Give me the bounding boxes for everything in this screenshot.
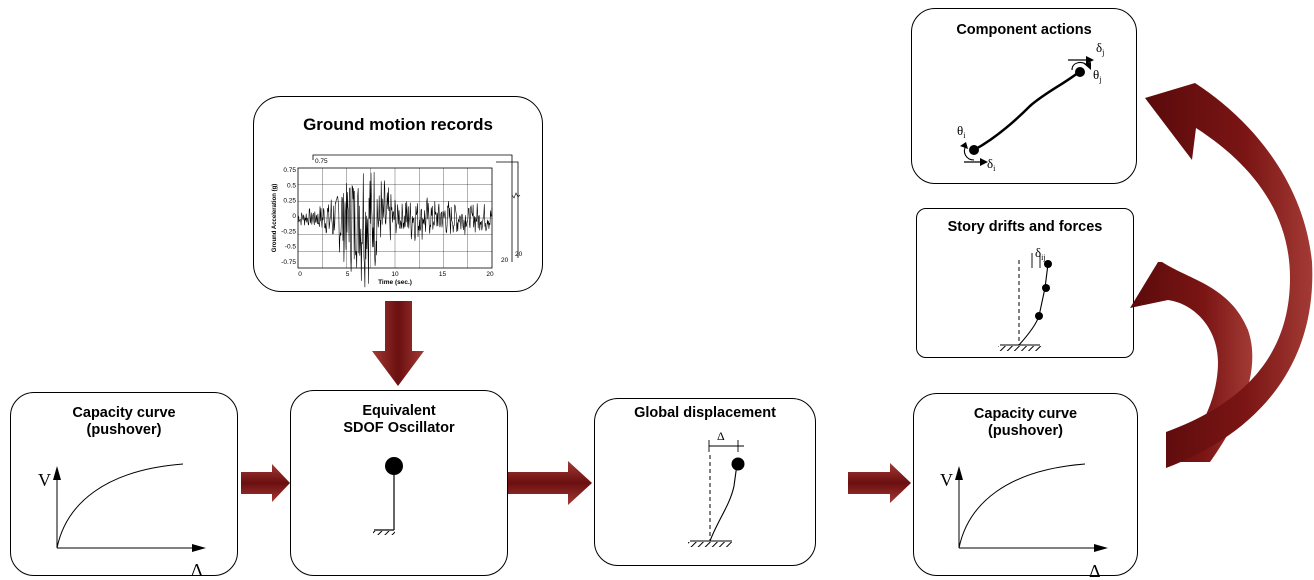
sdof-mass: [385, 457, 403, 475]
gd-delta-label: Δ: [717, 429, 725, 443]
capacity-curve-left-title: Capacity curve (pushover): [11, 405, 237, 439]
ca-delta-j-label: δj: [1096, 40, 1104, 57]
capacity-curve-left-box: Capacity curve (pushover): [10, 392, 238, 576]
gm-acceleration-trace: [297, 172, 493, 288]
gm-ytick: 0: [292, 213, 296, 220]
sdof-oscillator-title-line1: Equivalent: [362, 403, 436, 419]
capacity-curve-right-box: Capacity curve (pushover): [913, 393, 1138, 576]
capacity-curve-right-title: Capacity curve (pushover): [914, 406, 1137, 440]
capacity-right-v-label: V: [940, 470, 953, 490]
capacity-curve-left-title-line2: (pushover): [86, 422, 162, 438]
capacity-right-h-arrowhead: [1094, 544, 1108, 552]
capacity-curve-right-plot: [955, 463, 1108, 552]
gm-ytick: 0.75: [283, 167, 296, 174]
gd-ground-hatch: [688, 542, 732, 547]
ca-delta-i-label: δi: [987, 156, 996, 173]
capacity-left-h-arrowhead: [192, 544, 206, 552]
gm-ytick: -0.5: [285, 244, 297, 251]
component-actions-title: Component actions: [956, 22, 1092, 38]
gd-mass: [731, 457, 745, 471]
gm-ytick: -0.75: [281, 259, 296, 266]
sdof-oscillator-title-line2: SDOF Oscillator: [343, 420, 455, 436]
story-drifts-box: Story drifts and forces: [916, 208, 1134, 358]
capacity-curve-left-title-line1: Capacity curve: [72, 405, 176, 421]
arrow-ground-to-sdof: [372, 301, 424, 386]
gm-xtick: 10: [391, 271, 399, 278]
arrow-global-to-capacity: [848, 463, 911, 503]
capacity-right-curve: [958, 463, 1086, 549]
sd-ground-hatch: [998, 346, 1042, 351]
component-actions-drawing: [960, 56, 1094, 166]
gm-back-top-tick: 0.75: [315, 158, 328, 165]
sd-deformed-line: [1018, 263, 1049, 346]
capacity-left-v-arrowhead: [53, 466, 61, 480]
ca-node-i: [969, 145, 979, 155]
sd-floor-3: [1044, 260, 1052, 268]
sd-delta-label: δij: [1035, 245, 1046, 262]
gm-xlabel: Time (sec.): [378, 279, 412, 286]
gd-deformed-line: [709, 463, 738, 542]
sd-floor-2: [1042, 284, 1050, 292]
gm-ytick: -0.25: [281, 228, 296, 235]
gm-back-right-tick: 20: [501, 257, 509, 264]
capacity-right-v-arrowhead: [955, 466, 963, 480]
capacity-curve-right-title-line2: (pushover): [988, 423, 1063, 439]
global-displacement-title: Global displacement: [634, 405, 776, 421]
gm-xtick: 5: [346, 271, 350, 278]
curved-arrow-to-component-actions: [1145, 83, 1313, 468]
gm-ylabel: Ground Acceleration (g): [272, 184, 278, 252]
gm-ytick: 0.5: [287, 182, 296, 189]
gm-xtick: 15: [439, 271, 447, 278]
gm-xtick: 0: [298, 271, 302, 278]
capacity-curve-left-plot: [53, 463, 206, 552]
story-drifts-title: Story drifts and forces: [947, 219, 1103, 235]
capacity-curve-right-title-line1: Capacity curve: [973, 406, 1078, 422]
global-displacement-box: Global displacement: [594, 398, 816, 566]
sdof-oscillator-drawing: [373, 457, 403, 535]
gm-back-right-tick-2: 20: [515, 251, 523, 258]
sdof-oscillator-box: Equivalent SDOF Oscillator: [290, 390, 508, 576]
global-displacement-drawing: [688, 440, 745, 547]
sd-floor-1: [1035, 312, 1043, 320]
sdof-oscillator-title: Equivalent SDOF Oscillator: [291, 403, 507, 437]
arrow-capacity-to-sdof: [241, 464, 290, 502]
capacity-left-v-label: V: [38, 470, 51, 490]
gm-xtick: 20: [486, 271, 494, 278]
sdof-ground-hatch: [373, 531, 395, 535]
ground-motion-title: Ground motion records: [303, 115, 493, 134]
ca-deformed-member: [973, 71, 1080, 152]
capacity-left-curve: [56, 463, 184, 549]
arrow-sdof-to-global: [508, 461, 592, 505]
ground-motion-chart: 0.75 20 20 0.750.50.250-0.25-0.5-0.750 5 1…: [272, 154, 523, 288]
story-drifts-drawing: [998, 253, 1052, 351]
ca-theta-i-label: θi: [957, 123, 966, 140]
gm-ytick: 0.25: [283, 198, 296, 205]
ca-theta-j-label: θj: [1093, 67, 1101, 84]
ca-node-j: [1075, 67, 1085, 77]
capacity-right-delta-label: Δ: [1089, 561, 1101, 580]
component-actions-box: Component actions: [911, 8, 1137, 184]
capacity-left-delta-label: Δ: [191, 560, 203, 580]
